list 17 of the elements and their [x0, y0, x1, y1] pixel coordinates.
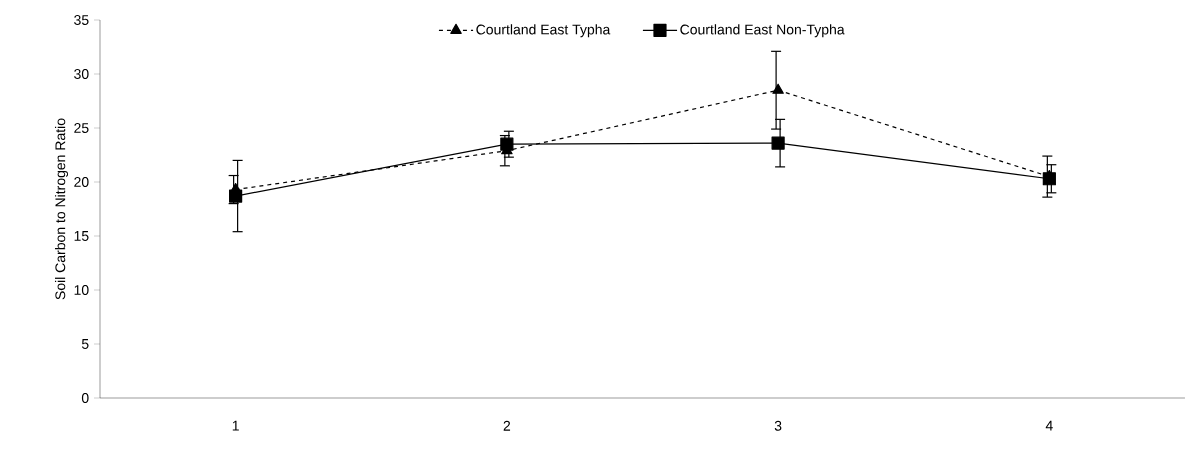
y-tick-label: 5 — [81, 339, 89, 349]
y-axis-title: Soil Carbon to Nitrogen Ratio — [54, 118, 69, 300]
point — [772, 83, 784, 94]
point — [771, 136, 785, 150]
y-tick-label: 15 — [74, 231, 89, 241]
legend-label: Courtland East Non-Typha — [680, 24, 845, 38]
y-tick-label: 35 — [74, 15, 89, 25]
y-tick-label: 20 — [74, 177, 89, 187]
y-tick-label: 25 — [74, 123, 89, 133]
x-tick-label: 2 — [503, 420, 511, 431]
y-tick-label: 10 — [74, 285, 89, 295]
y-tick-label: 0 — [81, 393, 89, 403]
x-tick-label: 4 — [1045, 420, 1053, 431]
x-tick-label: 1 — [232, 420, 239, 431]
y-tick-label: 30 — [74, 69, 89, 79]
x-tick-label: 3 — [774, 420, 782, 431]
legend-label: Courtland East Typha — [476, 24, 611, 38]
